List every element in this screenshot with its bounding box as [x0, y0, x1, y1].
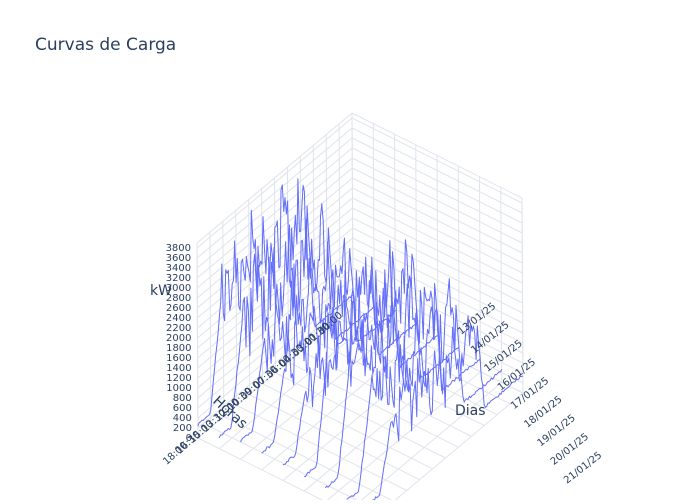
grid-line: [197, 177, 523, 309]
ticks-layer: 3800360034003200300028002600240022002000…: [161, 243, 604, 486]
grid-line: [196, 117, 523, 249]
z-tick-label: 3200: [166, 273, 191, 284]
z-tick-label: 1200: [166, 373, 191, 384]
grid-line: [196, 167, 523, 299]
series-line: [218, 203, 375, 439]
grid-line: [196, 147, 523, 279]
grid-line: [355, 381, 503, 504]
z-tick-label: 2000: [166, 333, 191, 344]
grid-line: [282, 350, 439, 481]
series-line: [239, 237, 396, 443]
x-tick-label: 18:00: [161, 440, 190, 467]
grid-line: [457, 166, 460, 362]
grid-edge: [521, 197, 524, 394]
grid-line: [325, 371, 481, 503]
grid-line: [209, 232, 212, 428]
grid-line: [218, 318, 375, 450]
z-tick-label: 2600: [166, 303, 191, 314]
grid-edge: [351, 112, 523, 199]
grid-line: [197, 197, 523, 329]
z-tick-label: 3600: [166, 253, 191, 264]
z-tick-label: 3000: [166, 283, 191, 294]
grid-line: [240, 328, 396, 460]
y-axis-title: Dias: [455, 403, 486, 419]
grid-line: [325, 134, 328, 330]
z-tick-label: 1800: [166, 343, 191, 354]
z-tick-label: 600: [173, 403, 192, 414]
z-tick-label: 2200: [166, 323, 191, 334]
series-line: [324, 277, 481, 489]
grid-line: [338, 123, 341, 319]
z-tick-label: 200: [173, 423, 192, 434]
grid-line: [196, 137, 523, 269]
grid-line: [222, 221, 225, 417]
grid-line: [197, 227, 523, 359]
series-layer: [197, 178, 524, 504]
series-line: [282, 282, 439, 466]
chart-title: Curvas de Carga: [35, 35, 176, 55]
z-tick-label: 1600: [166, 353, 191, 364]
grid-line: [196, 157, 523, 289]
z-tick-label: 2800: [166, 293, 191, 304]
grid-line: [197, 277, 524, 409]
grid-line: [479, 176, 481, 372]
z-tick-label: 400: [173, 413, 192, 424]
z-tick-label: 0: [186, 433, 192, 444]
series-line: [367, 315, 524, 504]
grid-edge: [196, 112, 353, 244]
grid-line: [196, 127, 523, 259]
grid-line: [261, 339, 418, 471]
grid-line: [197, 217, 523, 349]
grid-line: [197, 297, 524, 429]
grid-line: [248, 199, 251, 395]
grid-edge: [196, 242, 199, 439]
z-tick-label: 2400: [166, 313, 191, 324]
grid-line: [197, 437, 332, 504]
grid-line: [500, 187, 503, 383]
z-axis-title: kW: [150, 283, 172, 299]
series-line: [346, 278, 503, 500]
grid-line: [351, 112, 354, 309]
z-tick-label: 1000: [166, 383, 191, 394]
series-line: [197, 178, 354, 427]
z-tick-label: 3400: [166, 263, 191, 274]
z-tick-label: 3800: [166, 243, 191, 254]
grid-line: [197, 207, 523, 339]
grid-line: [210, 426, 366, 504]
series-line: [261, 256, 417, 454]
z-tick-label: 800: [173, 393, 192, 404]
z-tick-label: 1400: [166, 363, 191, 374]
grid-line: [372, 123, 375, 319]
